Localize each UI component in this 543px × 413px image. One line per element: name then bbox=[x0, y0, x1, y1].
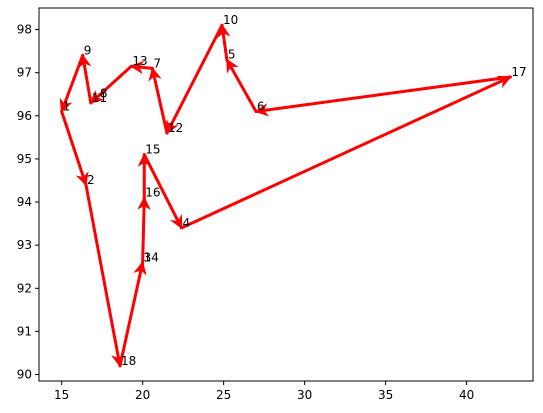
route-segment bbox=[59, 53, 85, 113]
plot-area bbox=[38, 7, 534, 382]
route-segment bbox=[180, 75, 512, 230]
point-label: 1 bbox=[63, 99, 71, 113]
route-segment bbox=[89, 64, 133, 105]
point-label: 18 bbox=[121, 354, 136, 368]
route-segment bbox=[60, 109, 89, 187]
route-segment bbox=[129, 60, 154, 75]
route-segment bbox=[84, 183, 125, 368]
x-tick-label: 30 bbox=[297, 388, 312, 402]
x-tick-label: 20 bbox=[135, 388, 150, 402]
point-label: 10 bbox=[223, 13, 238, 27]
point-label: 16 bbox=[145, 186, 160, 200]
x-tick-label: 35 bbox=[378, 388, 393, 402]
point-label: 5 bbox=[228, 48, 236, 62]
point-label: 9 bbox=[84, 43, 92, 57]
point-label: 7 bbox=[153, 56, 161, 70]
point-label: 6 bbox=[257, 99, 265, 113]
point-label: 17 bbox=[511, 65, 526, 79]
y-axis-ticks: 90 91 92 93 94 95 96 97 98 bbox=[17, 23, 39, 382]
x-tick-label: 15 bbox=[54, 388, 69, 402]
y-tick-label: 92 bbox=[17, 281, 32, 295]
point-label: 12 bbox=[168, 121, 183, 135]
route-segment bbox=[142, 153, 184, 230]
point-label: 3 bbox=[144, 250, 152, 264]
y-tick-label: 96 bbox=[17, 109, 32, 123]
y-tick-label: 90 bbox=[17, 368, 32, 382]
route-segments bbox=[59, 23, 512, 368]
y-tick-label: 94 bbox=[17, 195, 32, 209]
point-label: 2 bbox=[87, 173, 95, 187]
point-label: 4 bbox=[183, 216, 191, 230]
route-segment bbox=[78, 53, 93, 105]
route-segment bbox=[148, 66, 169, 135]
y-tick-label: 95 bbox=[17, 152, 32, 166]
route-segment bbox=[165, 23, 224, 135]
route-segment bbox=[225, 58, 258, 113]
point-label: 11 bbox=[92, 91, 107, 105]
x-axis-ticks: 15 20 25 30 35 40 bbox=[54, 381, 474, 402]
y-tick-label: 98 bbox=[17, 23, 32, 37]
y-tick-label: 91 bbox=[17, 324, 32, 338]
x-tick-label: 25 bbox=[216, 388, 231, 402]
y-tick-label: 97 bbox=[17, 66, 32, 80]
route-segment bbox=[254, 75, 512, 117]
route-segment bbox=[217, 23, 231, 62]
point-label: 13 bbox=[132, 54, 147, 68]
point-label: 15 bbox=[145, 143, 160, 157]
point-label: 8 bbox=[100, 87, 108, 101]
point-label: 14 bbox=[144, 250, 159, 264]
route-segment bbox=[137, 196, 151, 264]
y-tick-label: 93 bbox=[17, 238, 32, 252]
route-segment bbox=[118, 260, 147, 368]
x-tick-label: 40 bbox=[459, 388, 474, 402]
